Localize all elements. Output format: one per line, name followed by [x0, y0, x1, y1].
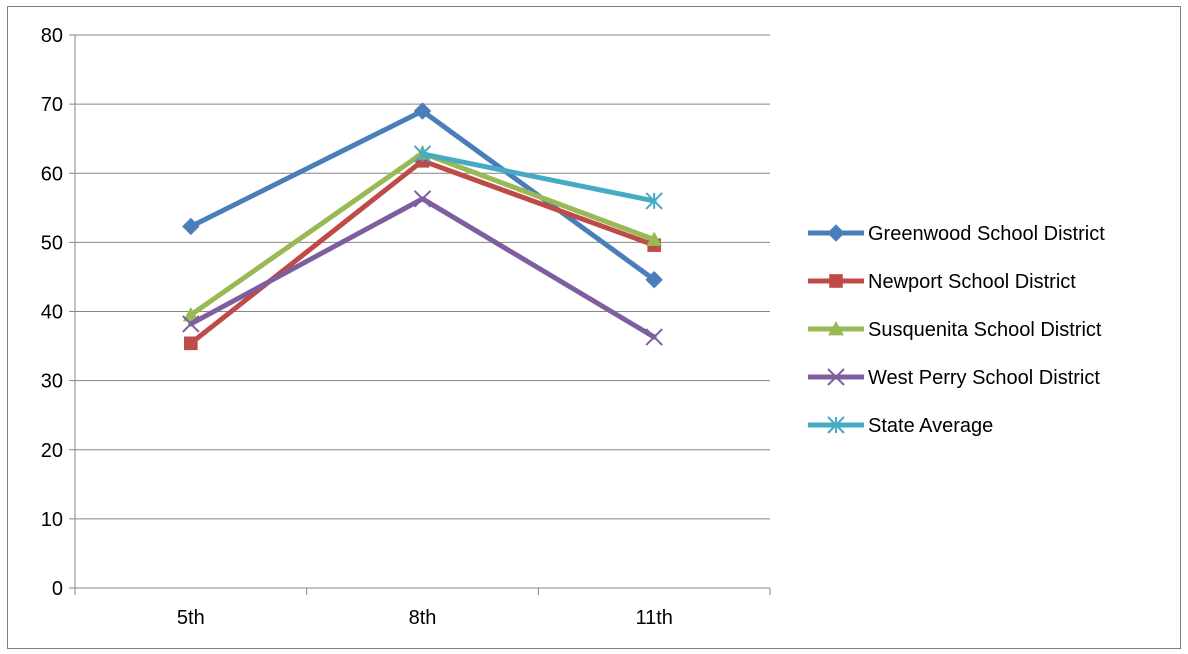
legend-marker	[827, 368, 845, 386]
legend-label: Susquenita School District	[868, 319, 1102, 341]
legend-marker	[827, 224, 845, 242]
y-tick-label: 80	[41, 25, 63, 47]
legend-entry: Susquenita School District	[808, 319, 1102, 341]
legend-label: Newport School District	[868, 271, 1076, 293]
legend-entry: State Average	[808, 415, 993, 437]
gridlines	[75, 34, 770, 520]
y-tick-label: 30	[41, 371, 63, 393]
legend-marker	[829, 274, 843, 288]
y-tick-label: 50	[41, 232, 63, 254]
data-point	[646, 231, 663, 247]
data-point	[645, 192, 663, 210]
y-tick-label: 20	[41, 440, 63, 462]
data-point	[645, 270, 663, 289]
chart-border	[7, 6, 1181, 649]
axes: 0 10 20 30 40 50 60 70 80 5th 8th 11th	[41, 25, 771, 629]
y-tick-label: 10	[41, 509, 63, 531]
legend-label: West Perry School District	[868, 367, 1100, 389]
x-tick-label: 8th	[409, 607, 437, 629]
series-layer	[182, 102, 663, 351]
data-point	[645, 328, 663, 346]
legend-entry: Newport School District	[808, 271, 1076, 293]
data-point	[184, 336, 198, 351]
legend-marker	[828, 321, 844, 336]
series-4	[182, 190, 663, 346]
x-tick-label: 5th	[177, 607, 205, 629]
data-point	[182, 217, 200, 236]
series-5	[413, 145, 663, 210]
y-tick-label: 0	[52, 578, 63, 600]
legend-entry: Greenwood School District	[808, 223, 1105, 245]
legend-marker	[827, 416, 845, 434]
legend-label: State Average	[868, 415, 993, 437]
series-line	[420, 151, 657, 204]
legend-entry: West Perry School District	[808, 367, 1100, 389]
data-point	[182, 306, 199, 322]
data-point	[413, 145, 432, 163]
data-point	[182, 315, 200, 333]
y-tick-label: 40	[41, 302, 63, 324]
series-1	[182, 102, 663, 289]
x-tick-label: 11th	[635, 607, 672, 629]
y-tick-label: 70	[41, 94, 63, 116]
legend-label: Greenwood School District	[868, 223, 1105, 245]
data-point	[413, 102, 432, 120]
legend: Greenwood School District Newport School …	[808, 223, 1105, 437]
y-tick-label: 60	[41, 163, 63, 185]
data-point	[413, 190, 432, 208]
